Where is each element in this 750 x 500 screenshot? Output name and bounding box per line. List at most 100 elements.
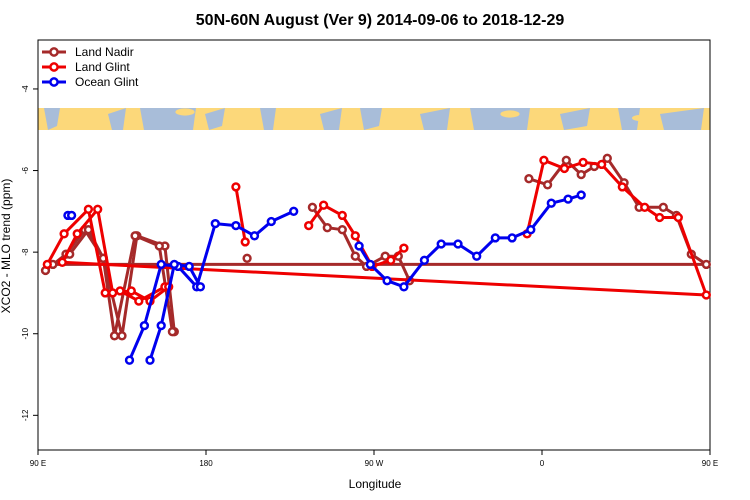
x-axis-label: Longitude [349,477,402,491]
map-island [175,108,195,116]
data-point [617,182,627,192]
x-axis: 90 E 180 90 W 0 90 E [30,450,718,468]
data-point [195,282,206,292]
data-point [546,198,556,208]
data-point [72,229,82,239]
map-ocean-region [560,108,590,130]
series-line [128,209,295,361]
data-point [350,251,360,261]
series-layer [40,153,711,365]
data-point [673,212,683,223]
map-ocean-region [320,108,342,130]
data-point [139,320,150,331]
data-point [576,190,586,200]
data-point [563,194,573,204]
data-point [289,206,299,216]
data-point [597,159,607,170]
data-point [134,296,144,306]
data-point [242,253,252,263]
x-tick-label: 90 E [702,459,718,468]
x-tick-label: 0 [540,459,545,468]
data-point [318,200,329,210]
map-ocean-region [618,108,640,130]
y-tick-label: -6 [21,166,30,174]
data-point [490,233,500,243]
data-point [524,174,534,184]
map-ocean-region [660,108,704,130]
data-point [419,255,430,265]
series-line [51,156,708,338]
map-ocean-region [420,108,450,130]
data-point [83,204,94,214]
map-island [500,110,520,118]
data-point [472,251,482,261]
series-ocean-glint [63,190,586,365]
y-axis: -4 -6 -8 -10 -12 [21,85,38,421]
data-point [231,220,241,231]
data-point [249,231,260,241]
data-point [561,155,571,165]
data-point [156,320,166,331]
data-point [365,259,375,270]
series-land-glint [42,155,711,306]
series-line [234,186,247,243]
data-point [156,259,166,270]
data-point [386,255,396,265]
data-point [57,257,67,267]
data-point [350,231,360,241]
data-point [210,218,220,229]
data-point [109,331,120,341]
data-point [602,153,612,163]
data-point [578,157,588,168]
map-island [292,113,308,119]
legend-marker [49,62,59,72]
data-point [266,216,276,227]
map-ocean-region [44,108,60,130]
data-point [304,220,314,231]
data-point [453,239,463,249]
data-point [307,202,318,212]
data-point [542,180,553,190]
y-tick-label: -10 [21,327,30,339]
world-map-strip [38,108,710,130]
y-tick-label: -12 [21,409,30,421]
data-point [240,237,250,247]
data-point [66,210,77,221]
legend-marker [49,77,59,87]
data-point [337,225,347,235]
data-point [559,163,570,174]
data-point [126,286,136,296]
data-point [124,355,135,365]
data-point [654,212,665,223]
plot-frame [37,39,711,451]
data-point [507,233,517,243]
legend-label: Land Nadir [75,45,134,59]
data-point [184,261,194,272]
data-point [145,355,155,365]
data-point [100,288,110,298]
data-point [169,259,179,270]
data-point [640,202,650,212]
map-island [632,115,648,121]
data-point [115,286,125,296]
data-point [322,223,332,233]
legend-marker [49,47,59,57]
data-point [167,327,178,337]
map-ocean-region [108,108,126,130]
data-point [42,259,52,270]
legend-label: Land Glint [75,60,130,74]
series-line [357,193,582,289]
map-island [67,113,93,123]
data-point [154,241,164,251]
map-ocean-region [360,108,382,130]
data-point [539,155,549,165]
data-point [399,282,409,292]
data-point [108,288,118,298]
data-point [399,243,409,253]
data-point [59,229,69,239]
y-tick-label: -4 [21,85,30,93]
map-island [383,115,407,125]
data-point [576,169,586,180]
